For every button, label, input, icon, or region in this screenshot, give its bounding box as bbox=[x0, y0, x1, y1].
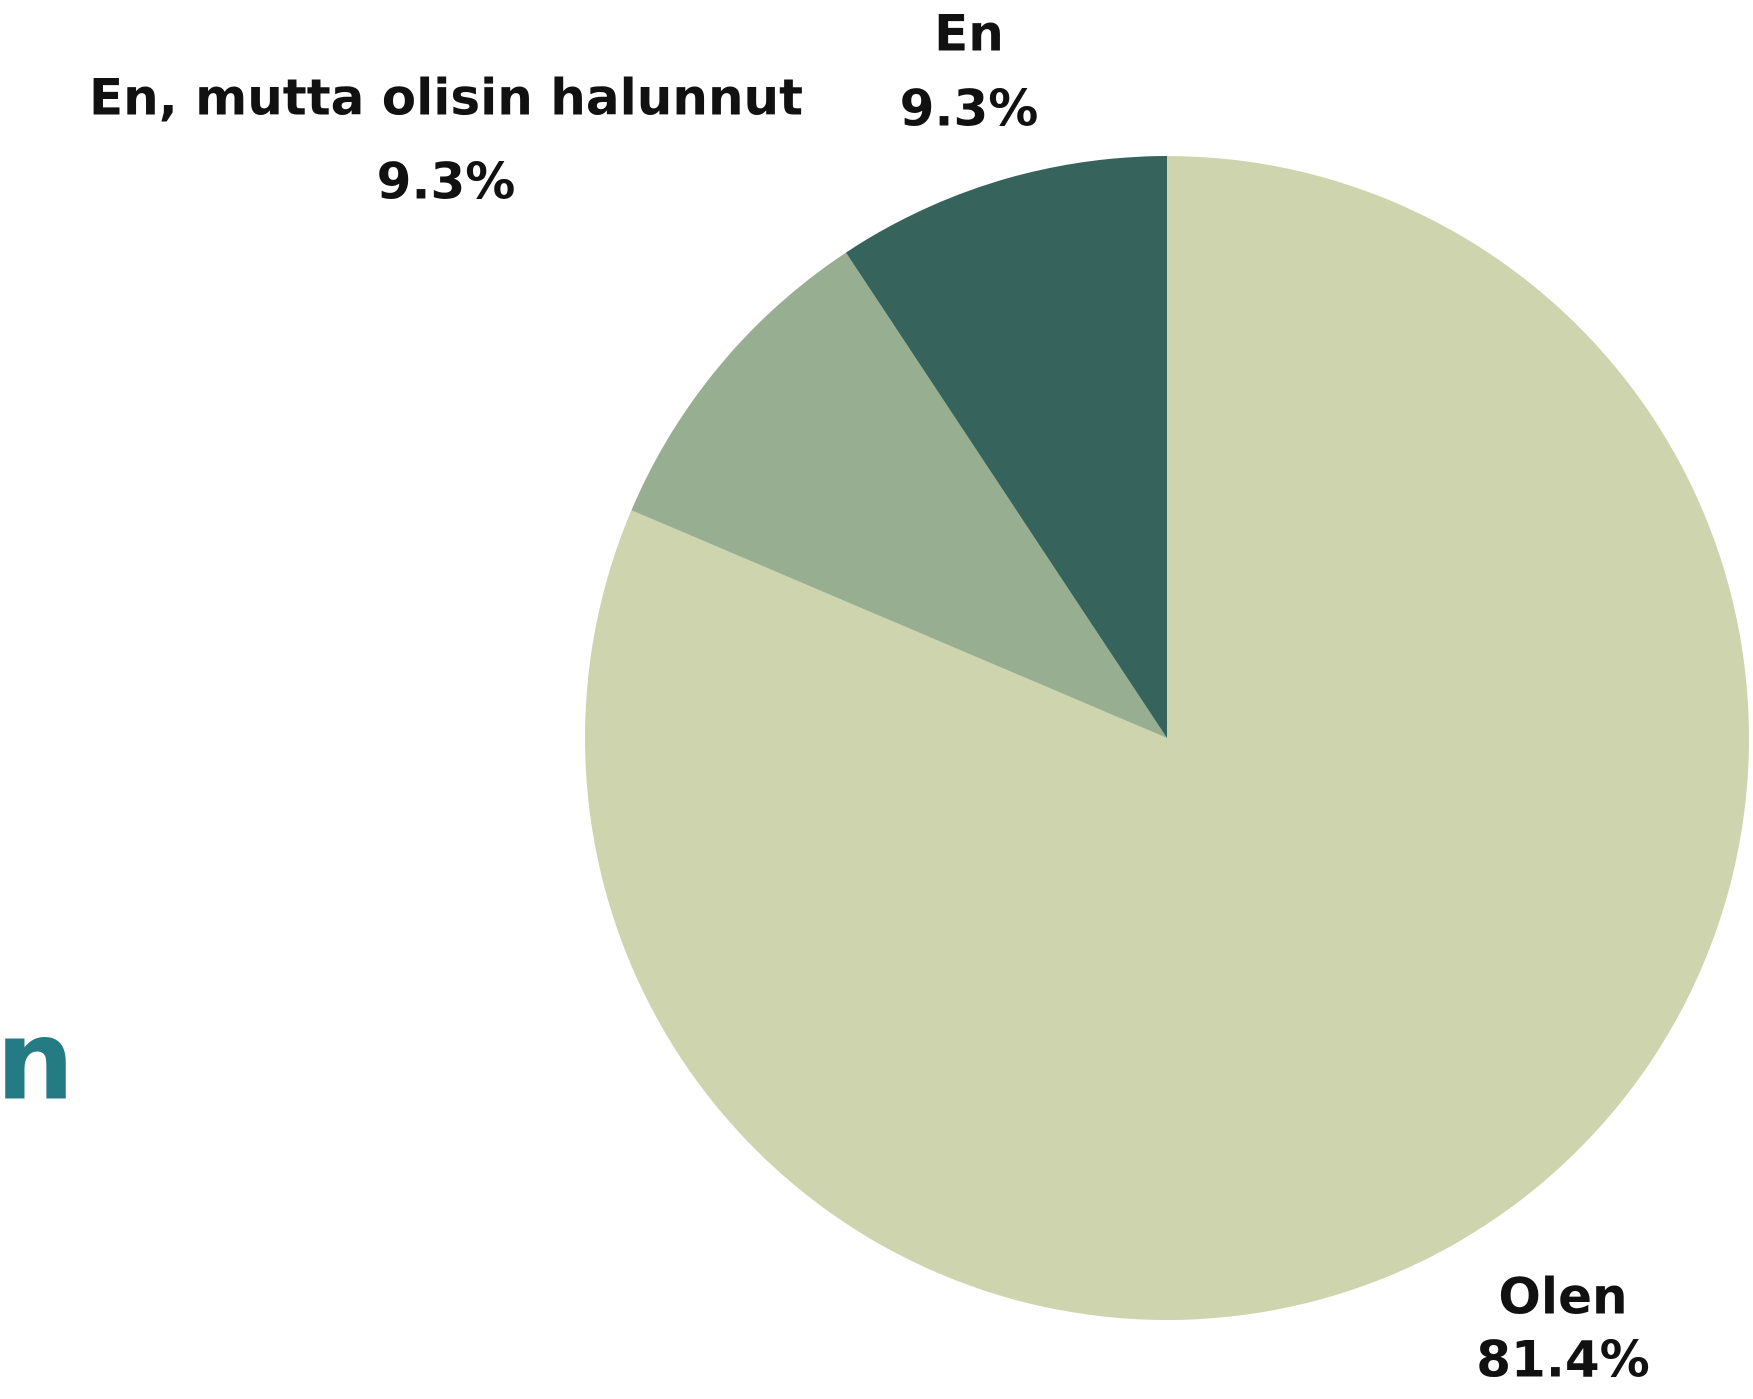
slice-value-label: 81.4% bbox=[1476, 1331, 1649, 1389]
slice-value-label: 9.3% bbox=[377, 153, 516, 211]
pie-slice bbox=[845, 156, 1167, 738]
slice-value-label: 9.3% bbox=[900, 80, 1039, 138]
cut-off-text: n bbox=[0, 996, 74, 1124]
slice-label: En bbox=[934, 5, 1004, 63]
slice-label: En, mutta olisin halunnut bbox=[89, 69, 803, 127]
pie-slice bbox=[631, 252, 1167, 738]
slice-label: Olen bbox=[1498, 1268, 1627, 1326]
